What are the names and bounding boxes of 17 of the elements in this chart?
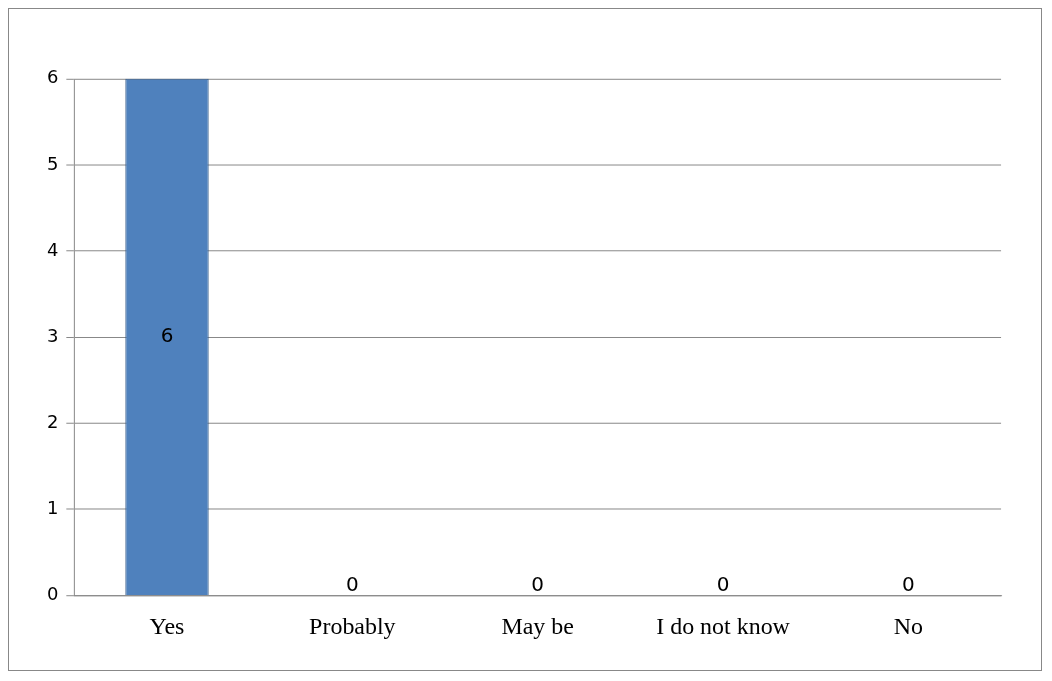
data-label: 0: [531, 571, 545, 596]
data-label: 0: [346, 571, 359, 596]
x-tick-label: Yes: [149, 613, 185, 639]
y-tick-label: 6: [46, 66, 59, 88]
data-label: 6: [160, 323, 174, 348]
x-tick-label: No: [893, 613, 924, 639]
data-label: 0: [716, 571, 730, 596]
y-tick-label: 1: [46, 496, 59, 518]
x-tick-label: May be: [501, 613, 574, 639]
y-tick-label: 4: [46, 238, 59, 260]
y-tick-label: 3: [46, 324, 59, 346]
y-tick-label: 2: [46, 410, 59, 432]
data-label: 0: [902, 571, 915, 596]
x-tick-label: Probably: [309, 613, 396, 639]
x-tick-label: I do not know: [656, 613, 791, 639]
y-tick-label: 0: [46, 583, 59, 605]
y-tick-label: 5: [46, 152, 59, 174]
